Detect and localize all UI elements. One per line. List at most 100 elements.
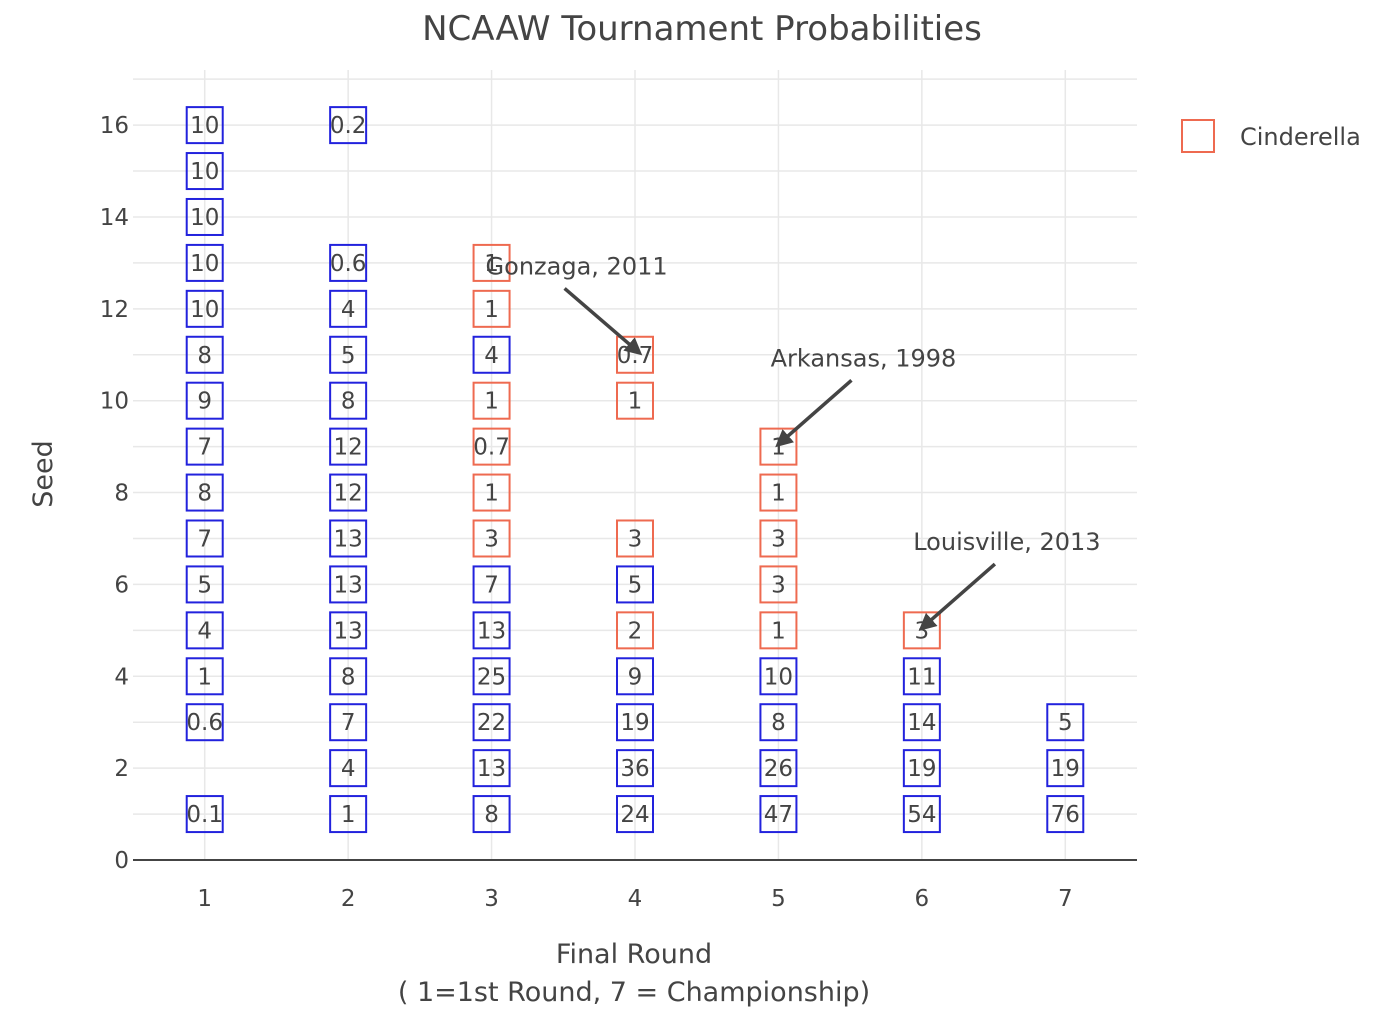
data-point[interactable]: 13 xyxy=(329,611,368,650)
data-point[interactable]: 9 xyxy=(185,381,224,420)
point-box xyxy=(902,795,941,834)
data-point[interactable]: 8 xyxy=(185,335,224,374)
data-point[interactable]: 8 xyxy=(472,795,511,834)
point-label: 1 xyxy=(771,481,786,507)
data-point[interactable]: 4 xyxy=(185,611,224,650)
cinderella-point[interactable]: 1 xyxy=(759,473,798,512)
data-points: 1010101010897875410.60.10.20.64581212131… xyxy=(185,106,1085,834)
data-point[interactable]: 11 xyxy=(902,657,941,696)
data-point[interactable]: 7 xyxy=(185,427,224,466)
point-label: 76 xyxy=(1051,802,1080,828)
point-box xyxy=(472,703,511,742)
cinderella-point[interactable]: 3 xyxy=(472,519,511,558)
point-box xyxy=(472,749,511,788)
point-label: 13 xyxy=(334,526,363,552)
point-box xyxy=(329,427,368,466)
data-point[interactable]: 0.6 xyxy=(185,703,224,742)
cinderella-point[interactable]: 1 xyxy=(472,473,511,512)
data-point[interactable]: 54 xyxy=(902,795,941,834)
data-point[interactable]: 36 xyxy=(616,749,654,788)
point-label: 7 xyxy=(484,572,499,598)
data-point[interactable]: 8 xyxy=(759,703,798,742)
point-label: 13 xyxy=(477,618,506,644)
data-point[interactable]: 4 xyxy=(472,335,511,374)
cinderella-point[interactable]: 3 xyxy=(759,565,798,604)
annotation-arrow xyxy=(563,287,643,356)
data-point[interactable]: 10 xyxy=(759,657,798,696)
point-label: 7 xyxy=(341,710,356,736)
point-box xyxy=(902,703,941,742)
data-point[interactable]: 5 xyxy=(329,335,368,374)
point-box xyxy=(759,519,798,558)
data-point[interactable]: 19 xyxy=(1046,749,1085,788)
legend-swatch-cinderella xyxy=(1181,119,1215,153)
data-point[interactable]: 12 xyxy=(329,427,368,466)
data-point[interactable]: 10 xyxy=(185,152,224,191)
point-label: 11 xyxy=(907,664,936,690)
data-point[interactable]: 10 xyxy=(185,197,224,236)
cinderella-point[interactable]: 1 xyxy=(616,381,654,420)
point-label: 0.7 xyxy=(617,343,654,369)
data-point[interactable]: 10 xyxy=(185,289,224,328)
data-point[interactable]: 24 xyxy=(616,795,654,834)
data-point[interactable]: 5 xyxy=(616,565,654,604)
point-label: 1 xyxy=(484,297,499,323)
data-point[interactable]: 8 xyxy=(185,473,224,512)
cinderella-point[interactable]: 1 xyxy=(759,611,798,650)
cinderella-point[interactable]: 3 xyxy=(616,519,654,558)
annotation: Louisville, 2013 xyxy=(913,528,1101,631)
data-point[interactable]: 10 xyxy=(185,243,224,282)
y-tick-label: 4 xyxy=(114,664,129,690)
annotation-text: Louisville, 2013 xyxy=(913,528,1100,556)
data-point[interactable]: 4 xyxy=(329,289,368,328)
data-point[interactable]: 8 xyxy=(329,657,368,696)
data-point[interactable]: 7 xyxy=(472,565,511,604)
cinderella-point[interactable]: 3 xyxy=(759,519,798,558)
cinderella-point[interactable]: 2 xyxy=(616,611,654,650)
data-point[interactable]: 13 xyxy=(472,611,511,650)
data-point[interactable]: 22 xyxy=(472,703,511,742)
data-point[interactable]: 1 xyxy=(185,657,224,696)
data-point[interactable]: 13 xyxy=(472,749,511,788)
data-point[interactable]: 19 xyxy=(902,749,941,788)
cinderella-point[interactable]: 1 xyxy=(472,381,511,420)
data-point[interactable]: 0.1 xyxy=(185,795,224,834)
point-box xyxy=(902,611,941,650)
data-point[interactable]: 47 xyxy=(759,795,798,834)
data-point[interactable]: 0.2 xyxy=(329,106,368,145)
point-label: 1 xyxy=(484,481,499,507)
data-point[interactable]: 1 xyxy=(329,795,368,834)
legend-label-cinderella: Cinderella xyxy=(1240,123,1361,151)
data-point[interactable]: 5 xyxy=(1046,703,1085,742)
point-label: 12 xyxy=(334,435,363,461)
cinderella-point[interactable]: 1 xyxy=(472,243,511,282)
data-point[interactable]: 7 xyxy=(329,703,368,742)
data-point[interactable]: 13 xyxy=(329,519,368,558)
data-point[interactable]: 14 xyxy=(902,703,941,742)
data-point[interactable]: 13 xyxy=(329,565,368,604)
cinderella-point[interactable]: 0.7 xyxy=(616,335,654,374)
cinderella-point[interactable]: 0.7 xyxy=(472,427,511,466)
data-point[interactable]: 4 xyxy=(329,749,368,788)
point-box xyxy=(329,473,368,512)
data-point[interactable]: 76 xyxy=(1046,795,1085,834)
data-point[interactable]: 0.6 xyxy=(329,243,368,282)
annotations: Gonzaga, 2011 Arkansas, 1998 Louisville, 2… xyxy=(486,252,1101,631)
data-point[interactable]: 5 xyxy=(185,565,224,604)
point-box xyxy=(472,565,511,604)
y-tick-label: 2 xyxy=(114,756,129,782)
point-box xyxy=(759,657,798,696)
cinderella-point[interactable]: 1 xyxy=(472,289,511,328)
data-point[interactable]: 25 xyxy=(472,657,511,696)
data-point[interactable]: 19 xyxy=(616,703,654,742)
legend[interactable]: Cinderella xyxy=(1181,119,1361,153)
data-point[interactable]: 9 xyxy=(616,657,654,696)
data-point[interactable]: 7 xyxy=(185,519,224,558)
data-point[interactable]: 10 xyxy=(185,106,224,145)
data-point[interactable]: 26 xyxy=(759,749,798,788)
data-point[interactable]: 8 xyxy=(329,381,368,420)
annotation: Gonzaga, 2011 xyxy=(486,252,668,356)
data-point[interactable]: 12 xyxy=(329,473,368,512)
